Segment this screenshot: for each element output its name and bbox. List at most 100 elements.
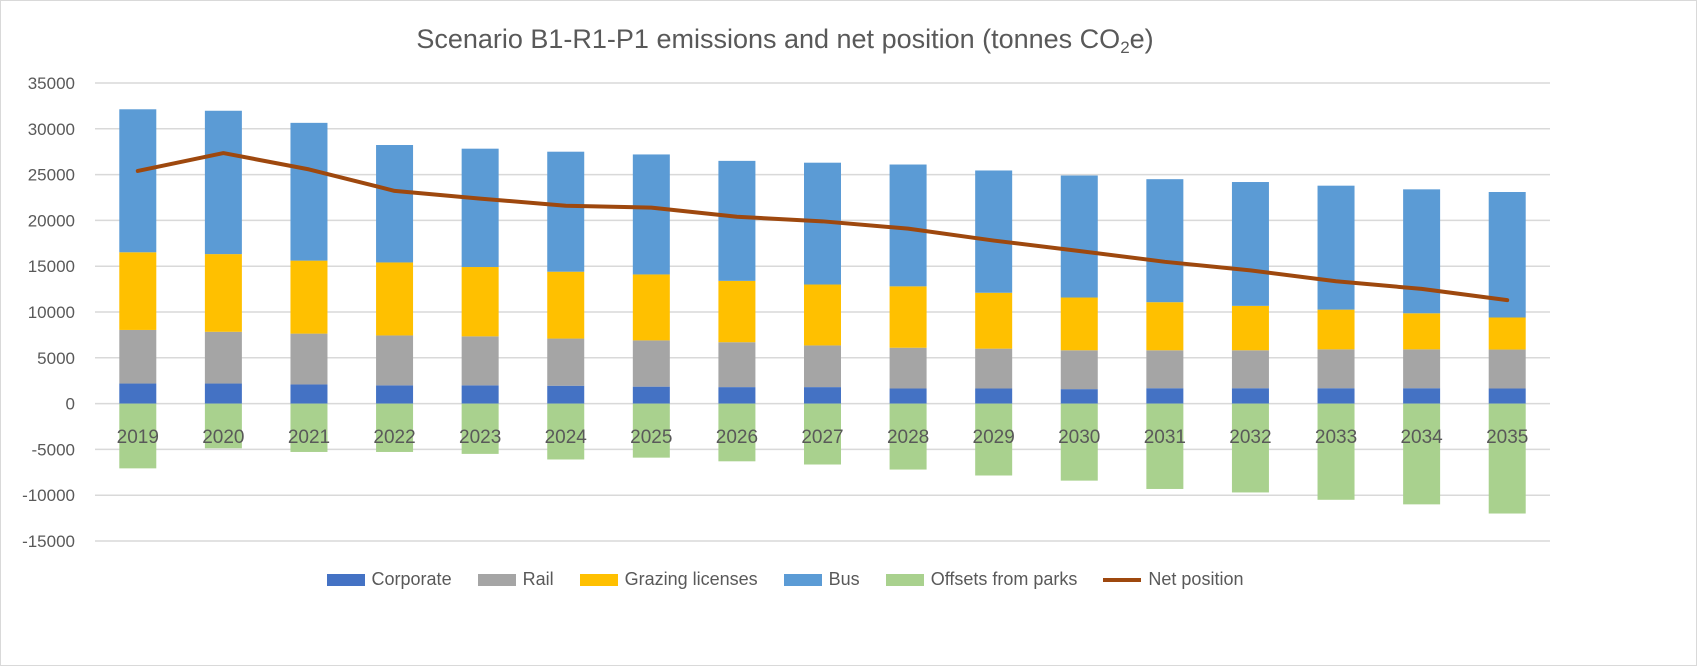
x-tick-label: 2034 (1400, 427, 1443, 448)
bar-corporate (1317, 388, 1355, 404)
chart-title: Scenario B1-R1-P1 emissions and net posi… (0, 24, 1570, 58)
x-tick-label: 2026 (716, 427, 758, 448)
bar-rail (1231, 350, 1269, 389)
bar-rail (1060, 350, 1098, 390)
bar-rail (290, 333, 328, 385)
x-tick-label: 2023 (459, 427, 501, 448)
bar-offsets-from-parks (547, 403, 585, 460)
x-tick-label: 2022 (373, 427, 415, 448)
bar-rail (632, 340, 670, 387)
bar-corporate (547, 385, 585, 404)
bar-rail (1146, 350, 1184, 389)
bar-rail (376, 335, 414, 386)
bar-corporate (1488, 388, 1526, 404)
bar-grazing-licenses (1317, 309, 1355, 350)
bar-rail (1488, 349, 1526, 389)
bar-grazing-licenses (290, 260, 328, 334)
bar-grazing-licenses (718, 280, 756, 343)
legend-label: Bus (828, 569, 860, 589)
bar-rail (718, 342, 756, 388)
x-tick-label: 2024 (545, 427, 588, 448)
legend-label: Grazing licenses (624, 569, 758, 589)
y-tick-label: 0 (66, 395, 75, 414)
bar-grazing-licenses (547, 271, 585, 339)
y-tick-label: 10000 (28, 303, 75, 322)
bar-grazing-licenses (376, 262, 414, 336)
legend-swatch (477, 573, 516, 586)
y-tick-label: -15000 (22, 532, 75, 551)
bar-corporate (1060, 389, 1098, 404)
x-tick-label: 2020 (202, 427, 244, 448)
bar-bus (1231, 182, 1269, 306)
title-tail: e) (1129, 24, 1154, 54)
legend-swatch (783, 573, 822, 586)
y-tick-label: 30000 (28, 120, 75, 139)
y-tick-label: 35000 (28, 74, 75, 93)
bar-grazing-licenses (119, 252, 157, 330)
bar-grazing-licenses (1060, 297, 1098, 351)
bar-grazing-licenses (804, 284, 841, 346)
bar-corporate (1231, 388, 1269, 404)
y-tick-label: 15000 (28, 257, 75, 276)
bar-rail (547, 338, 585, 386)
bar-offsets-from-parks (1146, 403, 1184, 489)
bar-offsets-from-parks (718, 403, 756, 462)
bar-rail (975, 348, 1013, 389)
bar-bus (204, 110, 242, 255)
bar-offsets-from-parks (804, 403, 841, 465)
legend-swatch (1103, 577, 1142, 582)
bar-grazing-licenses (204, 254, 242, 332)
x-tick-label: 2019 (117, 427, 159, 448)
bar-corporate (376, 385, 414, 404)
legend-item-bus: Bus (783, 569, 860, 590)
bar-corporate (718, 387, 756, 404)
y-tick-label: -5000 (32, 440, 75, 459)
legend-swatch (579, 573, 618, 586)
bar-bus (889, 164, 927, 287)
bar-grazing-licenses (975, 292, 1013, 349)
legend-item-offsets-from-parks: Offsets from parks (885, 569, 1077, 590)
bar-corporate (290, 384, 328, 404)
bar-offsets-from-parks (1488, 403, 1526, 514)
x-tick-label: 2025 (630, 427, 672, 448)
bar-bus (1317, 185, 1355, 310)
bar-corporate (975, 388, 1013, 404)
bar-bus (1060, 175, 1098, 298)
bar-corporate (461, 385, 499, 404)
bar-offsets-from-parks (975, 403, 1013, 476)
bar-corporate (119, 383, 157, 404)
legend: Corporate Rail Grazing licenses Bus Offsets … (0, 569, 1570, 590)
bar-corporate (1403, 388, 1441, 404)
x-tick-label: 2029 (973, 427, 1015, 448)
bar-offsets-from-parks (290, 403, 328, 452)
bar-offsets-from-parks (461, 403, 499, 454)
bar-bus (290, 122, 328, 261)
bar-bus (119, 109, 157, 253)
bar-grazing-licenses (1488, 317, 1526, 350)
x-tick-label: 2031 (1144, 427, 1186, 448)
bar-bus (1146, 179, 1184, 303)
bar-bus (1403, 189, 1441, 314)
bar-grazing-licenses (1231, 305, 1269, 351)
bar-offsets-from-parks (1231, 403, 1269, 493)
bar-offsets-from-parks (204, 403, 242, 449)
bar-grazing-licenses (461, 267, 499, 337)
bar-bus (718, 160, 756, 281)
y-tick-label: 25000 (28, 166, 75, 185)
legend-item-rail: Rail (477, 569, 554, 590)
bar-corporate (632, 386, 670, 404)
bar-rail (1403, 349, 1441, 389)
x-tick-label: 2028 (887, 427, 929, 448)
bar-corporate (1146, 388, 1184, 404)
bar-rail (889, 347, 927, 389)
bar-grazing-licenses (632, 274, 670, 341)
title-subscript: 2 (1120, 38, 1130, 57)
bar-offsets-from-parks (376, 403, 414, 452)
legend-item-corporate: Corporate (326, 569, 452, 590)
bar-rail (1317, 349, 1355, 389)
bar-rail (119, 329, 157, 384)
bar-corporate (204, 383, 242, 404)
bar-grazing-licenses (1403, 313, 1441, 350)
legend-swatch (326, 573, 365, 586)
